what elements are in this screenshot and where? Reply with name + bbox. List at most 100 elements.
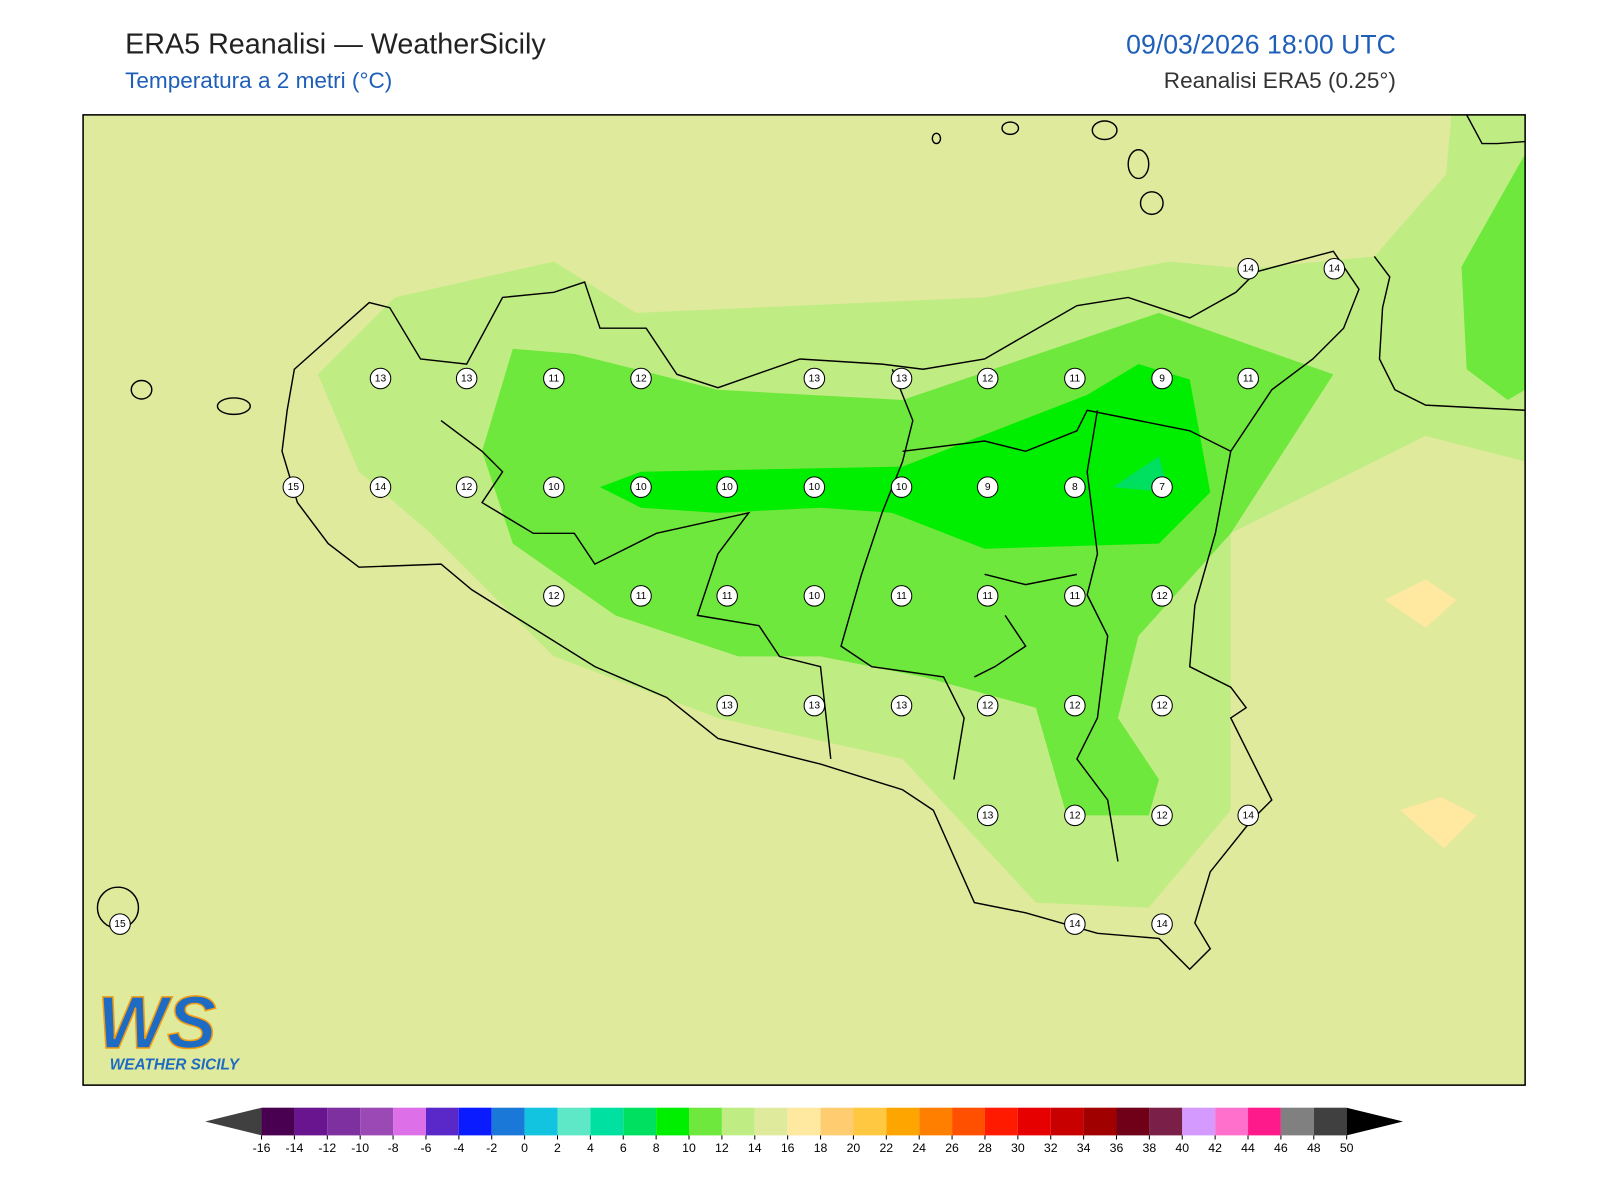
station-marker bbox=[803, 694, 826, 717]
colorbar-tick-label: -6 bbox=[420, 1141, 431, 1155]
colorbar-bin bbox=[721, 1107, 755, 1136]
station-marker bbox=[455, 367, 478, 390]
station-marker bbox=[109, 913, 131, 935]
colorbar-bin bbox=[1149, 1107, 1183, 1136]
colorbar-bin bbox=[557, 1107, 591, 1136]
station-value: 12 bbox=[461, 482, 473, 493]
station-marker bbox=[976, 585, 999, 607]
island bbox=[216, 397, 251, 416]
colorbar: -16 -14 -12 -10 -8 -6 -4 -2 0 2 4 6 8 10 12 14 16 18 20 22 2… bbox=[205, 1107, 1404, 1155]
field-8 bbox=[600, 364, 1211, 549]
station-value: 14 bbox=[1243, 810, 1255, 821]
station-value: 12 bbox=[1069, 701, 1081, 712]
island bbox=[130, 379, 153, 400]
colorbar-tick-label: 38 bbox=[1143, 1141, 1157, 1155]
colorbar-bin bbox=[1313, 1107, 1347, 1136]
station-marker bbox=[369, 476, 392, 498]
colorbar-bin bbox=[590, 1107, 624, 1136]
station-marker bbox=[1237, 804, 1259, 827]
station-value: 11 bbox=[896, 591, 907, 602]
station-marker bbox=[716, 476, 738, 498]
logo-text: WEATHER SICILY bbox=[110, 1057, 241, 1074]
colorbar-tick-label: -2 bbox=[486, 1141, 497, 1155]
colorbar-bin bbox=[919, 1107, 953, 1136]
station-value: 13 bbox=[896, 701, 908, 712]
station-marker bbox=[630, 367, 652, 390]
colorbar-tick-label: -4 bbox=[453, 1141, 464, 1155]
colorbar-bin bbox=[689, 1107, 722, 1136]
colorbar-bin bbox=[261, 1107, 295, 1136]
station-value: 10 bbox=[548, 482, 560, 493]
station-value: 7 bbox=[1159, 482, 1165, 493]
colorbar-bin bbox=[820, 1107, 854, 1136]
station-marker bbox=[1151, 694, 1173, 717]
station-marker bbox=[1323, 257, 1346, 280]
station-value: 12 bbox=[635, 373, 647, 384]
colorbar-tick-label: 0 bbox=[521, 1141, 528, 1155]
colorbar-bin bbox=[886, 1107, 920, 1136]
colorbar-tick-label: 20 bbox=[847, 1141, 861, 1155]
island bbox=[1091, 120, 1118, 141]
colorbar-tick-label: -10 bbox=[351, 1141, 369, 1155]
colorbar-bin bbox=[1182, 1107, 1216, 1136]
colorbar-bin bbox=[1083, 1107, 1117, 1136]
station-marker bbox=[1151, 913, 1173, 935]
colorbar-bin bbox=[754, 1107, 788, 1136]
colorbar-bin bbox=[458, 1107, 492, 1136]
station-value: 13 bbox=[461, 373, 473, 384]
station-value: 13 bbox=[375, 373, 387, 384]
colorbar-tick-label: 16 bbox=[781, 1141, 795, 1155]
colorbar-tick-label: -14 bbox=[286, 1141, 304, 1155]
station-marker bbox=[1064, 367, 1086, 390]
station-marker bbox=[1237, 367, 1259, 390]
colorbar-bin bbox=[393, 1107, 426, 1136]
station-marker bbox=[630, 476, 652, 498]
colorbar-bin bbox=[787, 1107, 821, 1136]
province-border bbox=[440, 368, 1232, 862]
station-value: 12 bbox=[982, 701, 994, 712]
colorbar-bin bbox=[1116, 1107, 1150, 1136]
island bbox=[1139, 191, 1164, 216]
station-value: 12 bbox=[1069, 810, 1081, 821]
station-value: 10 bbox=[809, 482, 821, 493]
field-16 bbox=[1400, 796, 1477, 849]
station-marker bbox=[1151, 367, 1173, 390]
station-marker bbox=[890, 367, 913, 390]
station-value: 14 bbox=[375, 482, 387, 493]
colorbar-bin bbox=[952, 1107, 985, 1136]
colorbar-bin bbox=[1248, 1107, 1281, 1136]
station-value: 12 bbox=[1156, 591, 1168, 602]
colorbar-tick-label: -16 bbox=[253, 1141, 271, 1155]
colorbar-bin bbox=[425, 1107, 459, 1136]
station-marker bbox=[890, 585, 913, 607]
station-value: 14 bbox=[1069, 919, 1081, 930]
station-value: 13 bbox=[809, 701, 821, 712]
colorbar-bin bbox=[491, 1107, 525, 1136]
colorbar-tick-label: 12 bbox=[715, 1141, 729, 1155]
colorbar-tick-label: 28 bbox=[978, 1141, 992, 1155]
colorbar-bin bbox=[524, 1107, 558, 1136]
colorbar-tick-label: 4 bbox=[587, 1141, 594, 1155]
colorbar-bin bbox=[1215, 1107, 1249, 1136]
station-marker bbox=[1064, 913, 1086, 935]
title: ERA5 Reanalisi — WeatherSicily bbox=[125, 28, 546, 60]
colorbar-tick-label: 32 bbox=[1044, 1141, 1058, 1155]
coastline bbox=[1373, 114, 1526, 411]
source: Reanalisi ERA5 (0.25°) bbox=[1164, 68, 1396, 93]
station-value: 9 bbox=[985, 482, 991, 493]
station-value: 11 bbox=[982, 591, 993, 602]
station-marker bbox=[890, 694, 913, 717]
colorbar-tick-label: 24 bbox=[912, 1141, 926, 1155]
station-marker bbox=[282, 476, 305, 498]
colorbar-bin bbox=[1050, 1107, 1084, 1136]
station-value: 12 bbox=[982, 373, 994, 384]
subtitle: Temperatura a 2 metri (°C) bbox=[125, 68, 392, 93]
station-marker bbox=[543, 585, 565, 607]
colorbar-tick-label: 26 bbox=[945, 1141, 959, 1155]
station-value: 14 bbox=[1329, 264, 1341, 275]
colorbar-tick-label: 10 bbox=[682, 1141, 696, 1155]
field-10 bbox=[1461, 153, 1526, 400]
station-value: 8 bbox=[1072, 482, 1078, 493]
station-value: 11 bbox=[1243, 373, 1254, 384]
